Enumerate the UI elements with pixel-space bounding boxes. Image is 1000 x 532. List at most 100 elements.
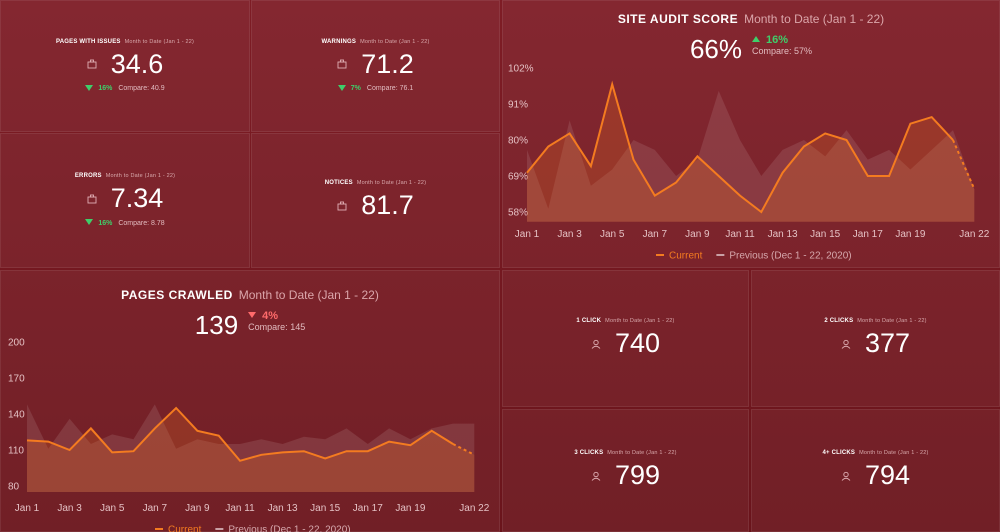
kpi-header: 1 CLICK Month to Date (Jan 1 - 22) bbox=[576, 318, 674, 324]
kpi-range: Month to Date (Jan 1 - 22) bbox=[124, 38, 195, 45]
x-tick-label: Jan 3 bbox=[57, 503, 82, 514]
kpi-header: PAGES WITH ISSUES Month to Date (Jan 1 - … bbox=[56, 39, 194, 45]
kpi-change-row: 16% Compare: 40.9 bbox=[85, 84, 165, 94]
y-tick-label: 58% bbox=[508, 207, 528, 218]
chart-title: SITE AUDIT SCORE bbox=[617, 12, 739, 26]
kpi-range: Month to Date (Jan 1 - 22) bbox=[105, 173, 176, 179]
kpi-change-row: 7% Compare: 76.1 bbox=[337, 84, 414, 94]
chart-subtitle: Month to Date (Jan 1 - 22) bbox=[238, 288, 379, 302]
chart-title-row: PAGES CRAWLED Month to Date (Jan 1 - 22) bbox=[0, 286, 500, 304]
x-tick-label: Jan 17 bbox=[353, 503, 383, 514]
down-icon bbox=[85, 219, 94, 225]
chart-compare: Compare: 57% bbox=[752, 46, 813, 56]
down-icon bbox=[85, 84, 94, 91]
kpi-change-row: 16% Compare: 8.78 bbox=[85, 218, 165, 228]
kpi-tile: 3 CLICKS Month to Date (Jan 1 - 22) 799 bbox=[502, 409, 749, 532]
series-line-projection bbox=[452, 443, 475, 456]
kpi-range: Month to Date (Jan 1 - 22) bbox=[859, 450, 929, 456]
kpi-range: Month to Date (Jan 1 - 22) bbox=[607, 450, 677, 456]
x-tick-label: Jan 9 bbox=[185, 503, 210, 514]
kpi-header: 4+ CLICKS Month to Date (Jan 1 - 22) bbox=[822, 450, 928, 456]
kpi-compare: Compare: 76.1 bbox=[366, 85, 414, 92]
kpi-label: PAGES WITH ISSUES bbox=[55, 38, 121, 45]
chart-header: SITE AUDIT SCORE Month to Date (Jan 1 - 2… bbox=[502, 10, 1000, 65]
chart-change-row: 16% bbox=[752, 34, 812, 46]
kpi-header: 2 CLICKS Month to Date (Jan 1 - 22) bbox=[824, 318, 926, 324]
y-tick-label: 91% bbox=[508, 100, 528, 111]
kpi-compare: Compare: 40.9 bbox=[118, 85, 165, 92]
y-tick-label: 80% bbox=[508, 136, 528, 147]
kpi-change: 16% bbox=[98, 85, 113, 92]
line-chart: 58% 69% 80% 91% 102% Jan 1 Jan 3 Jan 5 Jan 7 Jan … bbox=[508, 64, 990, 262]
chart-change: 16% bbox=[766, 34, 789, 46]
kpi-value-row: 81.7 bbox=[337, 190, 414, 221]
case-icon bbox=[337, 201, 347, 210]
y-tick-label: 69% bbox=[508, 171, 528, 182]
chart-panel: 58% 69% 80% 91% 102% Jan 1 Jan 3 Jan 5 Jan 7 Jan … bbox=[502, 0, 1000, 268]
series-area bbox=[27, 408, 475, 492]
kpi-label: 3 CLICKS bbox=[574, 450, 604, 456]
kpi-compare: Compare: 8.78 bbox=[118, 219, 165, 227]
kpi-value-row: 7.34 bbox=[87, 183, 164, 214]
chart-value: 66% bbox=[689, 34, 742, 64]
chart-title-row: SITE AUDIT SCORE Month to Date (Jan 1 - 2… bbox=[502, 10, 1000, 28]
user-icon bbox=[841, 339, 851, 349]
kpi-value-row: 794 bbox=[841, 460, 910, 491]
x-tick-label: Jan 1 bbox=[15, 503, 40, 514]
chart-kpi: 139 4% Compare: 145 bbox=[195, 310, 305, 341]
kpi-label: 1 CLICK bbox=[576, 318, 602, 324]
kpi-label: 4+ CLICKS bbox=[822, 450, 856, 456]
user-icon bbox=[591, 471, 601, 481]
user-icon bbox=[841, 471, 851, 481]
chart-panel: 80 110 140 170 200 Jan 1 Jan 3 Jan 5 Jan 7 Jan 9 J… bbox=[0, 270, 500, 532]
x-tick-label: Jan 19 bbox=[395, 503, 425, 514]
x-tick-label: Jan 9 bbox=[685, 229, 710, 240]
kpi-value: 81.7 bbox=[361, 190, 414, 220]
kpi-label: WARNINGS bbox=[321, 38, 357, 45]
x-tick-label: Jan 13 bbox=[268, 503, 298, 514]
kpi-tile: 4+ CLICKS Month to Date (Jan 1 - 22) 794 bbox=[751, 409, 1000, 532]
kpi-header: ERRORS Month to Date (Jan 1 - 22) bbox=[75, 173, 175, 179]
kpi-label: NOTICES bbox=[324, 180, 353, 186]
legend-label: Previous (Dec 1 - 22, 2020) bbox=[228, 525, 350, 532]
legend-label: Current bbox=[669, 251, 703, 262]
x-tick-label: Jan 17 bbox=[853, 229, 883, 240]
kpi-value-row: 71.2 bbox=[337, 49, 414, 80]
kpi-tile: WARNINGS Month to Date (Jan 1 - 22) 71.2 7%… bbox=[251, 0, 500, 132]
line-chart: 80 110 140 170 200 Jan 1 Jan 3 Jan 5 Jan 7 Jan 9 J… bbox=[8, 338, 490, 532]
x-tick-label: Jan 13 bbox=[768, 229, 798, 240]
x-tick-label: Jan 15 bbox=[310, 503, 340, 514]
chart-compare: Compare: 145 bbox=[248, 322, 306, 332]
legend-label: Previous (Dec 1 - 22, 2020) bbox=[729, 251, 851, 262]
y-tick-label: 200 bbox=[8, 338, 25, 349]
kpi-change: 7% bbox=[350, 85, 361, 92]
kpi-header: NOTICES Month to Date (Jan 1 - 22) bbox=[325, 180, 426, 186]
x-tick-label: Jan 15 bbox=[810, 229, 840, 240]
kpi-range: Month to Date (Jan 1 - 22) bbox=[857, 318, 927, 324]
x-tick-label: Jan 5 bbox=[100, 503, 125, 514]
kpi-value-row: 377 bbox=[841, 328, 910, 359]
x-tick-label: Jan 1 bbox=[515, 229, 540, 240]
kpi-label: 2 CLICKS bbox=[824, 318, 854, 324]
kpi-value: 7.34 bbox=[110, 183, 164, 213]
kpi-tile: 2 CLICKS Month to Date (Jan 1 - 22) 377 bbox=[751, 270, 1000, 407]
series-area bbox=[27, 404, 475, 492]
chart-subtitle: Month to Date (Jan 1 - 22) bbox=[744, 12, 885, 26]
kpi-value: 34.6 bbox=[110, 48, 164, 79]
kpi-value: 740 bbox=[614, 328, 661, 358]
x-tick-label: Jan 3 bbox=[557, 229, 582, 240]
down-icon bbox=[337, 84, 346, 91]
y-tick-label: 140 bbox=[8, 410, 25, 421]
kpi-header: WARNINGS Month to Date (Jan 1 - 22) bbox=[321, 39, 429, 45]
chart-change: 4% bbox=[262, 310, 279, 322]
case-icon bbox=[87, 194, 97, 203]
kpi-tile: NOTICES Month to Date (Jan 1 - 22) 81.7 bbox=[251, 133, 500, 268]
kpi-range: Month to Date (Jan 1 - 22) bbox=[356, 180, 427, 186]
kpi-value-row: 799 bbox=[591, 460, 660, 491]
x-tick-label: Jan 11 bbox=[225, 503, 255, 514]
chart-header: PAGES CRAWLED Month to Date (Jan 1 - 22) 1… bbox=[0, 286, 500, 341]
user-icon bbox=[591, 339, 601, 349]
kpi-value: 377 bbox=[864, 328, 911, 358]
y-tick-label: 110 bbox=[8, 446, 24, 457]
